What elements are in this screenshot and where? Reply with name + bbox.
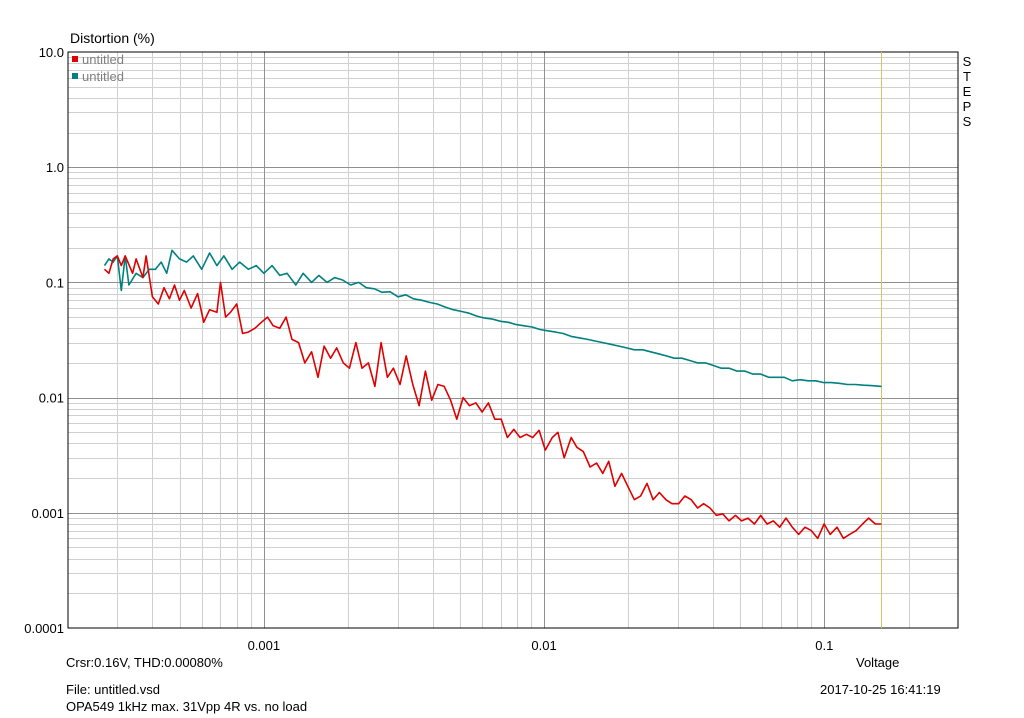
legend: untitled untitled xyxy=(72,52,124,84)
steps-letter: S xyxy=(962,54,972,69)
plot-frame xyxy=(67,51,959,629)
y-tick-label: 0.01 xyxy=(39,391,64,406)
y-tick-label: 1.0 xyxy=(46,160,64,175)
x-tick-labels: 0.001 0.01 0.1 xyxy=(248,638,834,653)
steps-letter: S xyxy=(962,114,972,129)
description-text: OPA549 1kHz max. 31Vpp 4R vs. no load xyxy=(66,699,308,714)
y-tick-labels: 10.0 1.0 0.1 0.01 0.001 0.0001 xyxy=(24,45,64,636)
x-tick-label: 0.001 xyxy=(248,638,281,653)
steps-letter: T xyxy=(963,69,971,84)
grid-minor-lines xyxy=(68,52,958,628)
steps-letter: P xyxy=(962,99,972,114)
x-tick-label: 0.01 xyxy=(531,638,556,653)
y-axis-label: Distortion (%) xyxy=(70,30,155,46)
cursor-readout: Crsr:0.16V, THD:0.00080% xyxy=(66,655,223,670)
series-line-1 xyxy=(103,255,882,540)
file-name: File: untitled.vsd xyxy=(66,682,160,697)
grid-major-lines xyxy=(68,52,958,628)
x-axis-label: Voltage xyxy=(856,655,900,670)
timestamp: 2017-10-25 16:41:19 xyxy=(820,682,941,697)
legend-label: untitled xyxy=(82,69,124,84)
series-layer xyxy=(103,249,882,540)
y-tick-label: 0.1 xyxy=(46,275,64,290)
series-line-2 xyxy=(103,249,882,388)
y-tick-label: 10.0 xyxy=(39,45,64,60)
legend-swatch xyxy=(72,56,78,62)
legend-label: untitled xyxy=(82,52,124,67)
steps-letter: E xyxy=(962,84,972,99)
y-tick-label: 0.0001 xyxy=(24,621,64,636)
y-tick-label: 0.001 xyxy=(31,506,64,521)
legend-swatch xyxy=(72,73,78,79)
x-tick-label: 0.1 xyxy=(815,638,833,653)
